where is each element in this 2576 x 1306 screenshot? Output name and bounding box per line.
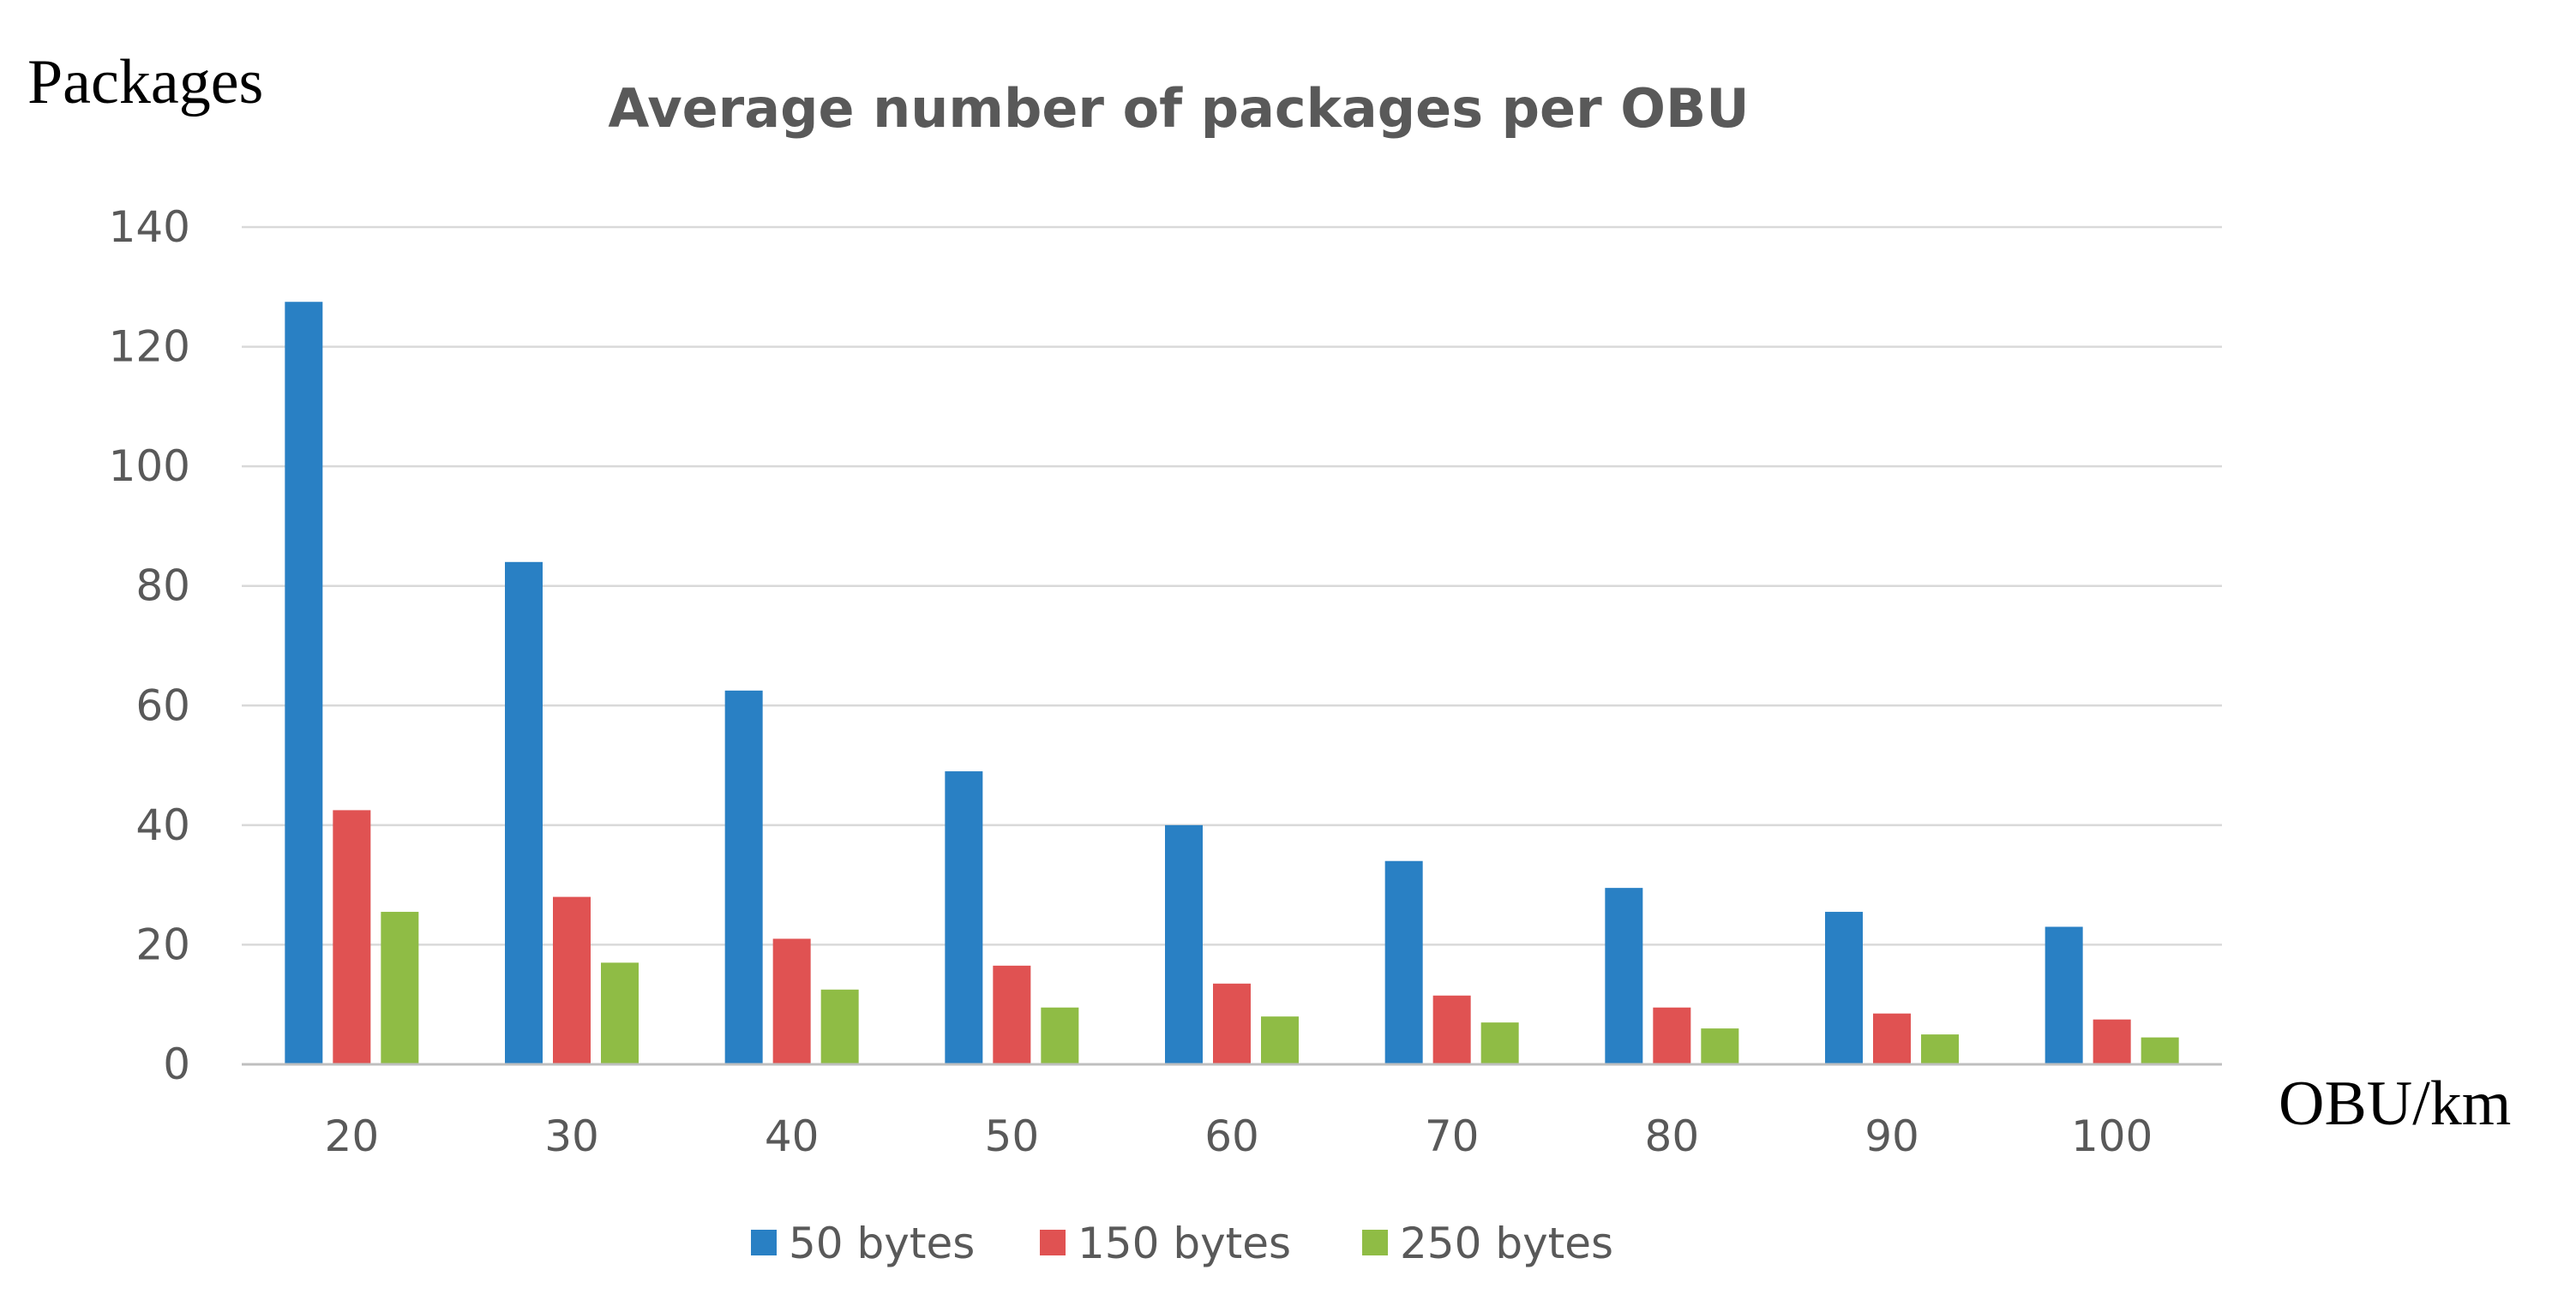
y-tick-labels: 0 20 40 60 80 100 120 140 [109,202,190,1089]
y-tick-label: 120 [109,322,190,372]
y-axis-title: Packages [27,47,263,117]
legend-label: 150 bytes [1078,1219,1291,1268]
y-tick-label: 100 [109,441,190,491]
legend-swatch [1040,1230,1066,1255]
bar-150-bytes-30 [553,896,591,1064]
bar-50-bytes-20 [285,302,323,1064]
x-axis-title: OBU/km [2279,1069,2511,1139]
x-tick-labels: 20 30 40 50 60 70 80 90 100 [325,1111,2153,1161]
bar-150-bytes-60 [1213,983,1251,1064]
x-tick-label: 70 [1425,1111,1480,1161]
legend-swatch [751,1230,777,1255]
bar-50-bytes-40 [724,690,763,1064]
y-tick-label: 140 [109,202,190,252]
bar-50-bytes-90 [1825,912,1863,1064]
bar-50-bytes-100 [2045,926,2083,1064]
x-tick-label: 30 [544,1111,599,1161]
legend-label: 50 bytes [789,1219,975,1268]
bar-150-bytes-50 [993,965,1031,1064]
bar-150-bytes-80 [1653,1007,1691,1064]
bar-250-bytes-80 [1701,1028,1739,1064]
legend-item-250-bytes: 250 bytes [1362,1219,1613,1268]
x-tick-label: 80 [1645,1111,1700,1161]
bar-250-bytes-100 [2141,1037,2179,1064]
bar-50-bytes-60 [1165,824,1203,1064]
y-tick-label: 20 [135,920,190,969]
bar-50-bytes-30 [505,561,543,1064]
bar-150-bytes-100 [2093,1019,2131,1064]
y-tick-label: 0 [163,1039,190,1089]
x-tick-label: 100 [2071,1111,2153,1161]
bar-250-bytes-40 [820,989,859,1064]
bar-50-bytes-70 [1384,860,1423,1064]
legend-item-150-bytes: 150 bytes [1040,1219,1291,1268]
legend-swatch [1362,1230,1388,1255]
x-tick-label: 60 [1204,1111,1259,1161]
bar-250-bytes-20 [381,912,419,1064]
bar-250-bytes-70 [1480,1022,1519,1064]
bar-150-bytes-90 [1873,1013,1911,1064]
bar-250-bytes-60 [1261,1016,1299,1064]
y-tick-label: 80 [135,561,190,611]
legend-item-50-bytes: 50 bytes [751,1219,975,1268]
bar-150-bytes-40 [772,938,811,1064]
bar-250-bytes-50 [1041,1007,1079,1064]
bar-150-bytes-70 [1432,995,1471,1064]
x-tick-label: 90 [1864,1111,1919,1161]
bar-250-bytes-90 [1921,1034,1959,1064]
bar-50-bytes-80 [1605,888,1643,1064]
bars [285,302,2179,1064]
legend: 50 bytes 150 bytes 250 bytes [751,1219,1613,1268]
y-tick-label: 60 [135,680,190,730]
bar-250-bytes-30 [601,962,639,1064]
x-tick-label: 50 [985,1111,1040,1161]
x-tick-label: 40 [765,1111,820,1161]
y-tick-label: 40 [135,800,190,850]
x-tick-label: 20 [325,1111,380,1161]
gridlines [242,225,2222,946]
bar-50-bytes-50 [945,771,983,1064]
chart-title: Average number of packages per OBU [608,77,1749,140]
legend-label: 250 bytes [1400,1219,1613,1268]
bar-150-bytes-20 [333,810,371,1064]
